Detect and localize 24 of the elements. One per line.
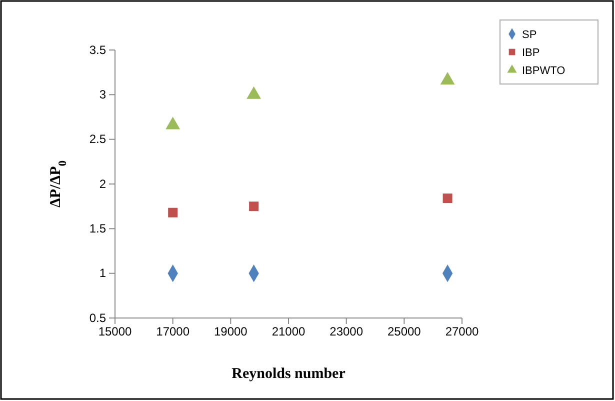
legend-label: IBP [522,47,540,59]
x-tick-label: 21000 [272,324,306,339]
point [249,202,259,212]
legend-label: IBPWTO [522,65,566,77]
x-axis-title: Reynolds number [232,366,346,382]
x-tick-label: 25000 [387,324,422,339]
x-tick-label: 23000 [330,324,364,339]
point [440,72,455,85]
y-tick-label: 3.5 [89,42,106,57]
point [168,208,178,218]
legend-label: SP [522,29,537,41]
y-tick-label: 2.5 [89,132,106,146]
x-tick-label: 17000 [156,324,190,339]
y-tick-label: 1.5 [89,222,106,236]
y-tick-label: 3 [99,88,106,102]
point [442,194,452,204]
point [166,116,180,130]
y-tick-label: 1 [99,266,106,280]
point [246,86,262,99]
x-tick-label: 15000 [98,324,132,339]
y-tick-label: 0.5 [89,310,106,325]
y-tick-label: 2 [99,176,106,191]
x-tick-label: 19000 [214,324,248,339]
x-tick-label: 27000 [445,324,480,339]
